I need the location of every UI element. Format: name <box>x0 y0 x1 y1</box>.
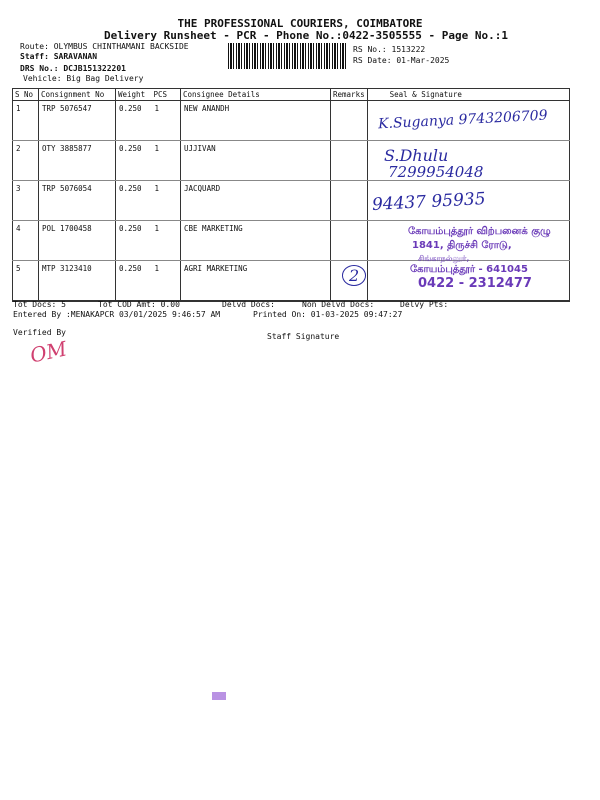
col-weight: Weight <box>115 88 152 101</box>
consignment-table: S No Consignment No Weight PCS Consignee… <box>12 88 571 302</box>
col-seal: Seal & Signature <box>366 88 571 101</box>
total-cod: Tot COD Amt: 0.00 <box>98 300 180 309</box>
table-row: 3 TRP 5076054 0.250 1 JACQUARD <box>12 180 571 221</box>
stamp-line5: 0422 - 2312477 <box>418 276 532 291</box>
cell-consignment: TRP 5076547 <box>38 100 116 141</box>
cell-sno: 1 <box>12 100 39 141</box>
ink-smudge <box>212 692 226 700</box>
stamp-line4: கோயம்புத்தூர் - 641045 <box>410 264 528 275</box>
cell-seal <box>366 180 571 221</box>
stamp-line2: 1841, திருச்சி ரோடு, <box>412 240 512 251</box>
entered-by: Entered By :MENAKAPCR 03/01/2025 9:46:57… <box>13 310 221 319</box>
cell-consignment: POL 1700458 <box>38 220 116 261</box>
table-row: 4 POL 1700458 0.250 1 CBE MARKETING <box>12 220 571 261</box>
printed-on: Printed On: 01-03-2025 09:47:27 <box>253 310 403 319</box>
route: Route: OLYMBUS CHINTHAMANI BACKSIDE <box>20 42 189 51</box>
signature-row2-phone: 7299954048 <box>388 163 484 181</box>
delivery-points: Delvy Pts: <box>400 300 449 309</box>
cell-seal <box>366 260 571 302</box>
rs-date: RS Date: 01-Mar-2025 <box>353 56 450 65</box>
stamp-line3: சிங்காநல்லூர், <box>418 254 470 263</box>
cell-consignee: AGRI MARKETING <box>180 260 331 302</box>
cell-sno: 3 <box>12 180 39 221</box>
table-row: 2 OTY 3885877 0.250 1 UJJIVAN <box>12 140 571 181</box>
cell-sno: 2 <box>12 140 39 181</box>
vehicle: Vehicle: Big Bag Delivery <box>23 74 144 83</box>
staff-signature-label: Staff Signature <box>267 332 340 341</box>
company-title: THE PROFESSIONAL COURIERS, COIMBATORE <box>177 17 423 30</box>
col-pcs: PCS <box>151 88 181 101</box>
col-sno: S No <box>12 88 39 101</box>
cell-pcs: 1 <box>151 220 181 261</box>
cell-consignee: UJJIVAN <box>180 140 331 181</box>
drs-number: DRS No.: DCJB151322201 <box>20 64 126 73</box>
cell-consignment: OTY 3885877 <box>38 140 116 181</box>
col-consignee: Consignee Details <box>180 88 331 101</box>
cell-pcs: 1 <box>151 140 181 181</box>
table-row: 5 MTP 3123410 0.250 1 AGRI MARKETING <box>12 260 571 302</box>
delivered-docs: Delvd Docs: <box>222 300 275 309</box>
cell-sno: 5 <box>12 260 39 302</box>
barcode <box>228 43 346 69</box>
signature-row2-name: S.Dhulu <box>384 146 449 165</box>
cell-remarks <box>330 100 368 141</box>
cell-pcs: 1 <box>151 100 181 141</box>
cell-pcs: 1 <box>151 260 181 302</box>
cell-remarks <box>330 220 368 261</box>
cell-weight: 0.250 <box>115 140 152 181</box>
cell-consignee: CBE MARKETING <box>180 220 331 261</box>
col-remarks: Remarks <box>330 88 368 101</box>
non-delivered-docs: Non Delvd Docs: <box>302 300 375 309</box>
cell-seal <box>366 220 571 261</box>
verified-by-label: Verified By <box>13 328 66 337</box>
cell-consignment: MTP 3123410 <box>38 260 116 302</box>
cell-weight: 0.250 <box>115 100 152 141</box>
cell-consignee: NEW ANANDH <box>180 100 331 141</box>
cell-pcs: 1 <box>151 180 181 221</box>
runsheet-subtitle: Delivery Runsheet - PCR - Phone No.:0422… <box>104 29 508 42</box>
cell-seal <box>366 100 571 141</box>
verified-signature: OM <box>27 336 69 368</box>
handwritten-mark-row5: 2 <box>342 265 367 286</box>
cell-weight: 0.250 <box>115 260 152 302</box>
table-row: 1 TRP 5076547 0.250 1 NEW ANANDH <box>12 100 571 141</box>
total-docs: Tot Docs: 5 <box>13 300 66 309</box>
cell-weight: 0.250 <box>115 180 152 221</box>
cell-sno: 4 <box>12 220 39 261</box>
staff: Staff: SARAVANAN <box>20 52 98 61</box>
col-consignment: Consignment No <box>38 88 116 101</box>
rs-number: RS No.: 1513222 <box>353 45 426 54</box>
cell-remarks <box>330 180 368 221</box>
cell-consignee: JACQUARD <box>180 180 331 221</box>
cell-remarks <box>330 140 368 181</box>
cell-seal <box>366 140 571 181</box>
cell-consignment: TRP 5076054 <box>38 180 116 221</box>
cell-weight: 0.250 <box>115 220 152 261</box>
stamp-line1: கோயம்புத்தூர் விற்பனைக் குழு <box>408 226 551 237</box>
